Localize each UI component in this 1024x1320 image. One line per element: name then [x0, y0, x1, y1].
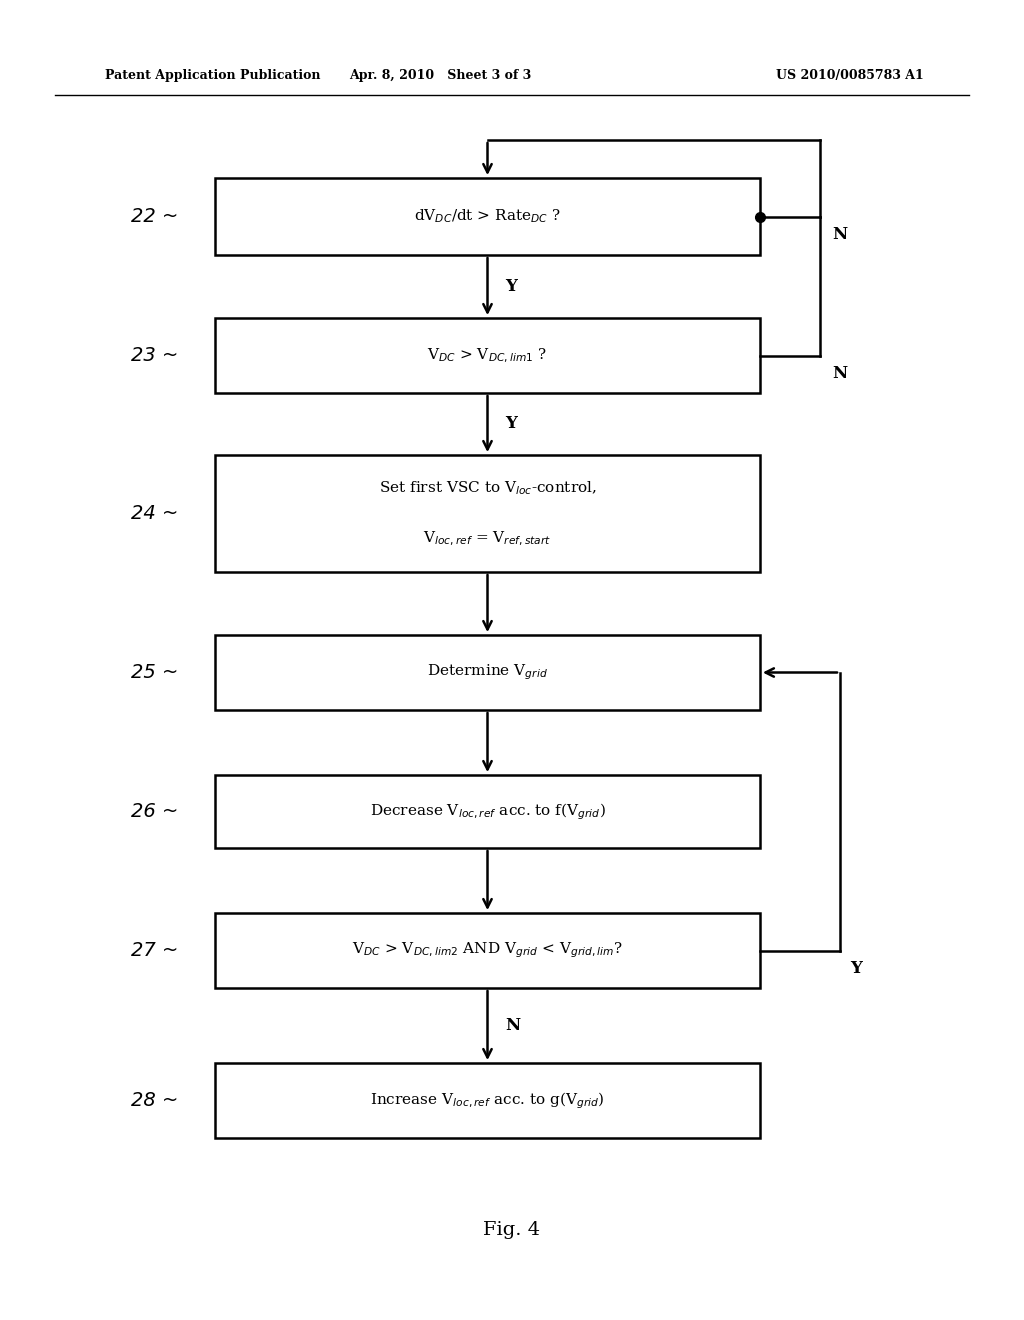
Text: Y: Y	[506, 279, 517, 294]
Bar	[215, 1063, 760, 1138]
Text: Fig. 4: Fig. 4	[483, 1221, 541, 1239]
Text: V$_{DC}$ > V$_{DC,lim1}$ ?: V$_{DC}$ > V$_{DC,lim1}$ ?	[427, 346, 548, 364]
Text: V$_{loc,ref}$ = V$_{ref, start}$: V$_{loc,ref}$ = V$_{ref, start}$	[423, 531, 552, 548]
Text: Increase V$_{loc,ref}$ acc. to g(V$_{grid}$): Increase V$_{loc,ref}$ acc. to g(V$_{gri…	[371, 1090, 605, 1111]
Text: 27 ~: 27 ~	[131, 941, 178, 960]
Text: Decrease V$_{loc,ref}$ acc. to f(V$_{grid}$): Decrease V$_{loc,ref}$ acc. to f(V$_{gri…	[370, 801, 605, 822]
Text: Patent Application Publication: Patent Application Publication	[105, 69, 321, 82]
Bar	[215, 455, 760, 572]
Text: dV$_{DC}$/dt > Rate$_{DC}$ ?: dV$_{DC}$/dt > Rate$_{DC}$ ?	[414, 207, 561, 226]
Text: 25 ~: 25 ~	[131, 663, 178, 682]
Bar	[215, 318, 760, 393]
Text: V$_{DC}$ > V$_{DC,lim2}$ AND V$_{grid}$ < V$_{grid,lim}$?: V$_{DC}$ > V$_{DC,lim2}$ AND V$_{grid}$ …	[352, 941, 623, 961]
Bar	[215, 775, 760, 847]
Bar	[215, 178, 760, 255]
Text: 22 ~: 22 ~	[131, 207, 178, 226]
Text: 28 ~: 28 ~	[131, 1092, 178, 1110]
Text: 23 ~: 23 ~	[131, 346, 178, 366]
Bar	[215, 635, 760, 710]
Text: N: N	[831, 226, 847, 243]
Text: Determine V$_{grid}$: Determine V$_{grid}$	[427, 663, 548, 682]
Text: Y: Y	[850, 960, 862, 977]
Bar	[215, 913, 760, 987]
Text: N: N	[506, 1016, 520, 1034]
Text: Set first VSC to V$_{loc}$-control,: Set first VSC to V$_{loc}$-control,	[379, 479, 596, 496]
Text: N: N	[831, 366, 847, 381]
Text: 26 ~: 26 ~	[131, 803, 178, 821]
Text: US 2010/0085783 A1: US 2010/0085783 A1	[776, 69, 924, 82]
Text: Y: Y	[506, 416, 517, 433]
Text: Apr. 8, 2010   Sheet 3 of 3: Apr. 8, 2010 Sheet 3 of 3	[349, 69, 531, 82]
Text: 24 ~: 24 ~	[131, 504, 178, 523]
